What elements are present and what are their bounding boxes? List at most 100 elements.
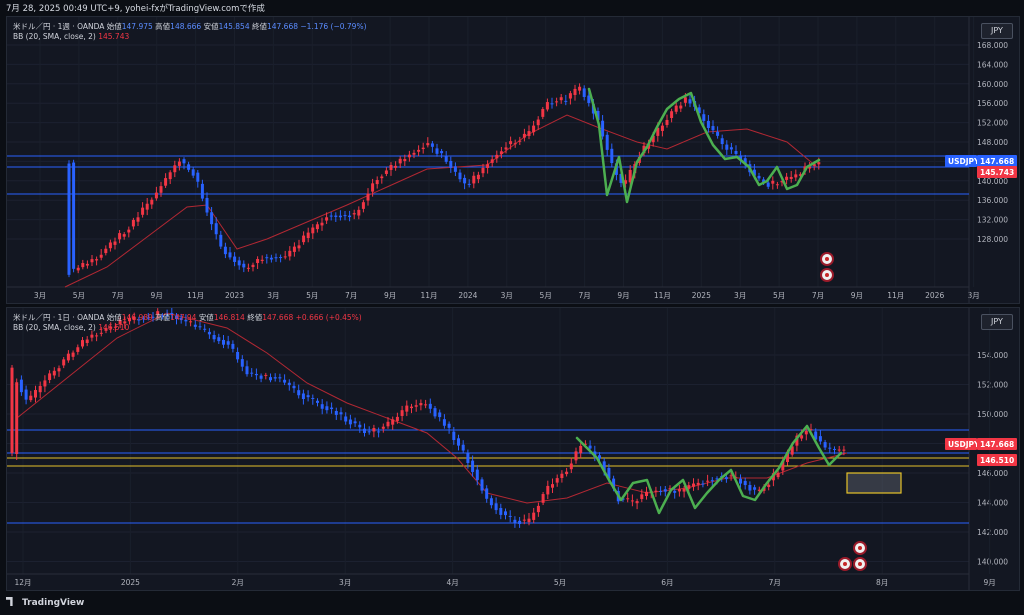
candle-body	[366, 193, 370, 201]
candle-body	[476, 174, 480, 180]
symbol-name: 米ドル／円 · 1週 · OANDA	[13, 22, 105, 31]
candle-body	[687, 485, 691, 489]
candle-body	[471, 460, 475, 472]
candle-body	[645, 491, 648, 497]
candle-body	[372, 428, 376, 432]
bollinger-basis-line	[16, 312, 848, 504]
x-tick-label: 8月	[876, 578, 888, 587]
candle-body	[440, 151, 444, 154]
tradingview-logo[interactable]: TradingView	[6, 597, 84, 608]
candle-body	[430, 143, 434, 147]
candle-body	[467, 183, 471, 185]
candle-body	[472, 175, 476, 184]
candle-body	[449, 160, 453, 168]
candle-body	[344, 416, 348, 422]
candle-body	[786, 451, 789, 463]
y-tick-label: 136.000	[977, 196, 1008, 205]
candle-body	[509, 141, 513, 145]
x-tick-label: 3月	[734, 291, 746, 300]
candle-body	[670, 111, 674, 118]
weekly-chart-canvas[interactable]: 168.000 164.000 160.000 156.000 152.000 148.0…	[7, 17, 1019, 303]
candle-body	[71, 352, 75, 357]
candle-body	[729, 475, 733, 477]
candle-body	[780, 181, 784, 183]
y-tick-label: 152.000	[977, 119, 1008, 128]
x-tick-label: 3月	[967, 291, 979, 300]
candle-body	[375, 180, 379, 185]
candle-body	[212, 335, 216, 340]
candle-body	[794, 174, 798, 178]
candle-body	[546, 485, 550, 495]
candle-body	[292, 385, 296, 389]
candle-body	[421, 147, 425, 150]
candle-body	[177, 161, 181, 166]
candle-body	[123, 321, 127, 324]
candle-body	[104, 328, 108, 331]
candle-body	[154, 192, 158, 199]
candle-body	[287, 382, 291, 386]
candle-body	[193, 324, 197, 327]
candle-body	[189, 321, 193, 323]
candle-body	[518, 140, 522, 142]
candle-body	[452, 431, 456, 440]
candle-body	[76, 267, 80, 271]
candle-body	[837, 449, 841, 451]
candle-body	[325, 406, 329, 411]
candle-body	[809, 429, 813, 431]
candle-body	[817, 162, 821, 165]
open-value: 146.989	[121, 313, 153, 322]
candle-body	[175, 315, 178, 319]
candle-body	[739, 155, 743, 161]
candle-body	[367, 431, 371, 433]
weekly-chart-panel[interactable]: 168.000 164.000 160.000 156.000 152.000 148.0…	[6, 16, 1020, 304]
x-tick-label: 2024	[458, 291, 477, 300]
candle-body	[412, 152, 416, 155]
candle-body	[242, 263, 246, 268]
candle-body	[762, 179, 766, 183]
candle-body	[395, 416, 399, 421]
candle-body	[560, 473, 564, 478]
candle-body	[113, 326, 117, 328]
candle-body	[504, 511, 507, 516]
candle-body	[127, 229, 131, 233]
highlight-box	[846, 472, 902, 494]
x-tick-label: 7月	[769, 578, 781, 587]
currency-button[interactable]: JPY	[981, 314, 1013, 330]
candle-body	[565, 471, 569, 475]
candle-body	[513, 519, 517, 524]
candle-body	[725, 144, 729, 150]
candle-body	[137, 319, 141, 321]
y-tick-label: 154.000	[977, 351, 1008, 360]
candle-body	[785, 176, 789, 180]
candle-body	[602, 461, 606, 471]
price-label-text: 147.668	[980, 157, 1014, 166]
x-tick-label: 7月	[345, 291, 357, 300]
candle-body	[536, 119, 540, 126]
currency-button[interactable]: JPY	[981, 23, 1013, 39]
candle-body	[269, 377, 272, 381]
open-label: 始値	[106, 22, 122, 31]
candle-body	[808, 166, 812, 169]
candle-body	[776, 472, 780, 478]
candle-body	[654, 490, 658, 492]
x-tick-label: 11月	[420, 291, 437, 300]
candle-body	[381, 426, 385, 429]
x-tick-label: 2023	[225, 291, 244, 300]
candle-body	[338, 215, 342, 218]
candle-body	[66, 353, 70, 361]
candle-body	[407, 154, 411, 158]
candle-body	[85, 263, 89, 266]
indicator-legend-weekly[interactable]: BB (20, SMA, close, 2) 145.743	[13, 32, 129, 41]
candle-body	[522, 133, 526, 138]
candle-body	[734, 151, 738, 154]
daily-chart-panel[interactable]: 154.000152.000150.000148.000146.000144.0…	[6, 307, 1020, 591]
daily-chart-canvas[interactable]: 154.000152.000150.000148.000146.000144.0…	[7, 308, 1019, 590]
candle-body	[320, 222, 324, 226]
candle-body	[85, 339, 89, 343]
indicator-legend-daily[interactable]: BB (20, SMA, close, 2) 146.510	[13, 323, 129, 332]
candle-body	[219, 234, 223, 247]
wave-drawing	[575, 424, 843, 515]
candle-body	[122, 234, 126, 237]
close-value: 147.668	[266, 22, 298, 31]
symbol-name: 米ドル／円 · 1日 · OANDA	[13, 313, 105, 322]
